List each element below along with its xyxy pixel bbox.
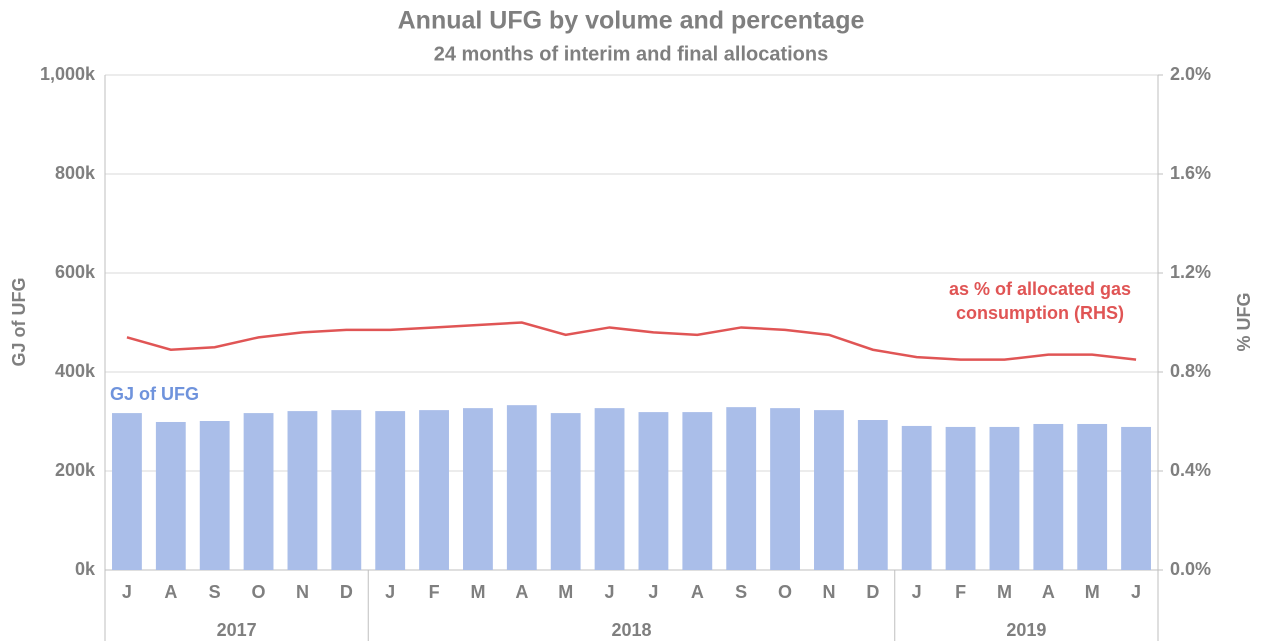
x-group-label: 2019 — [1006, 620, 1046, 640]
x-tick-label: N — [296, 582, 309, 602]
series-label: GJ of UFG — [110, 384, 199, 404]
bar — [199, 421, 230, 570]
chart-subtitle: 24 months of interim and final allocatio… — [434, 43, 829, 65]
x-tick-label: O — [778, 582, 792, 602]
x-tick-label: J — [648, 582, 658, 602]
y-tick-label: 800k — [55, 163, 96, 183]
x-tick-label: F — [429, 582, 440, 602]
y-tick-label: 400k — [55, 361, 96, 381]
x-tick-label: N — [822, 582, 835, 602]
bar — [901, 425, 932, 570]
x-group-label: 2018 — [611, 620, 651, 640]
bar — [506, 405, 537, 570]
bar — [726, 407, 757, 570]
x-tick-label: M — [997, 582, 1012, 602]
line — [126, 321, 1137, 361]
bar — [375, 411, 406, 570]
x-tick-label: S — [735, 582, 747, 602]
bar — [331, 410, 362, 570]
x-tick-label: A — [1042, 582, 1055, 602]
bar — [989, 426, 1020, 570]
y2-tick-label: 0.0% — [1170, 559, 1211, 579]
x-tick-label: D — [866, 582, 879, 602]
x-tick-label: F — [955, 582, 966, 602]
x-tick-label: J — [385, 582, 395, 602]
bar — [419, 410, 449, 570]
y-tick-label: 200k — [55, 460, 96, 480]
y-tick-label: 1,000k — [40, 64, 96, 84]
x-tick-label: A — [691, 582, 704, 602]
bar — [112, 413, 142, 570]
x-tick-label: M — [558, 582, 573, 602]
y2-axis-label: % UFG — [1234, 292, 1254, 351]
x-tick-label: M — [470, 582, 485, 602]
x-tick-label: M — [1085, 582, 1100, 602]
x-tick-label: O — [252, 582, 266, 602]
bar — [638, 412, 669, 570]
bar — [550, 413, 581, 570]
x-tick-label: J — [912, 582, 922, 602]
bar — [1121, 426, 1151, 570]
x-tick-label: J — [605, 582, 615, 602]
bar — [682, 412, 713, 570]
x-group-label: 2017 — [217, 620, 257, 640]
bar — [243, 413, 274, 570]
x-tick-label: A — [164, 582, 177, 602]
bar — [1033, 423, 1064, 570]
bar — [1077, 423, 1108, 570]
bar — [770, 408, 800, 570]
x-tick-label: A — [515, 582, 528, 602]
x-tick-label: J — [122, 582, 132, 602]
y2-tick-label: 2.0% — [1170, 64, 1211, 84]
bar — [857, 420, 888, 570]
y2-tick-label: 1.6% — [1170, 163, 1211, 183]
chart-title: Annual UFG by volume and percentage — [398, 7, 865, 35]
x-tick-label: S — [209, 582, 221, 602]
bar — [945, 426, 976, 570]
y-tick-label: 600k — [55, 262, 96, 282]
bar — [463, 408, 493, 570]
y-axis-label: GJ of UFG — [9, 278, 29, 367]
bar — [287, 411, 318, 570]
bar — [594, 408, 625, 570]
bar — [155, 421, 186, 570]
x-tick-label: D — [340, 582, 353, 602]
series-label: as % of allocated gas — [949, 279, 1131, 299]
bar — [814, 410, 844, 570]
y2-tick-label: 1.2% — [1170, 262, 1211, 282]
series-label: consumption (RHS) — [956, 303, 1124, 323]
y2-tick-label: 0.4% — [1170, 460, 1211, 480]
y2-tick-label: 0.8% — [1170, 361, 1211, 381]
x-tick-label: J — [1131, 582, 1141, 602]
y-tick-label: 0k — [75, 559, 96, 579]
